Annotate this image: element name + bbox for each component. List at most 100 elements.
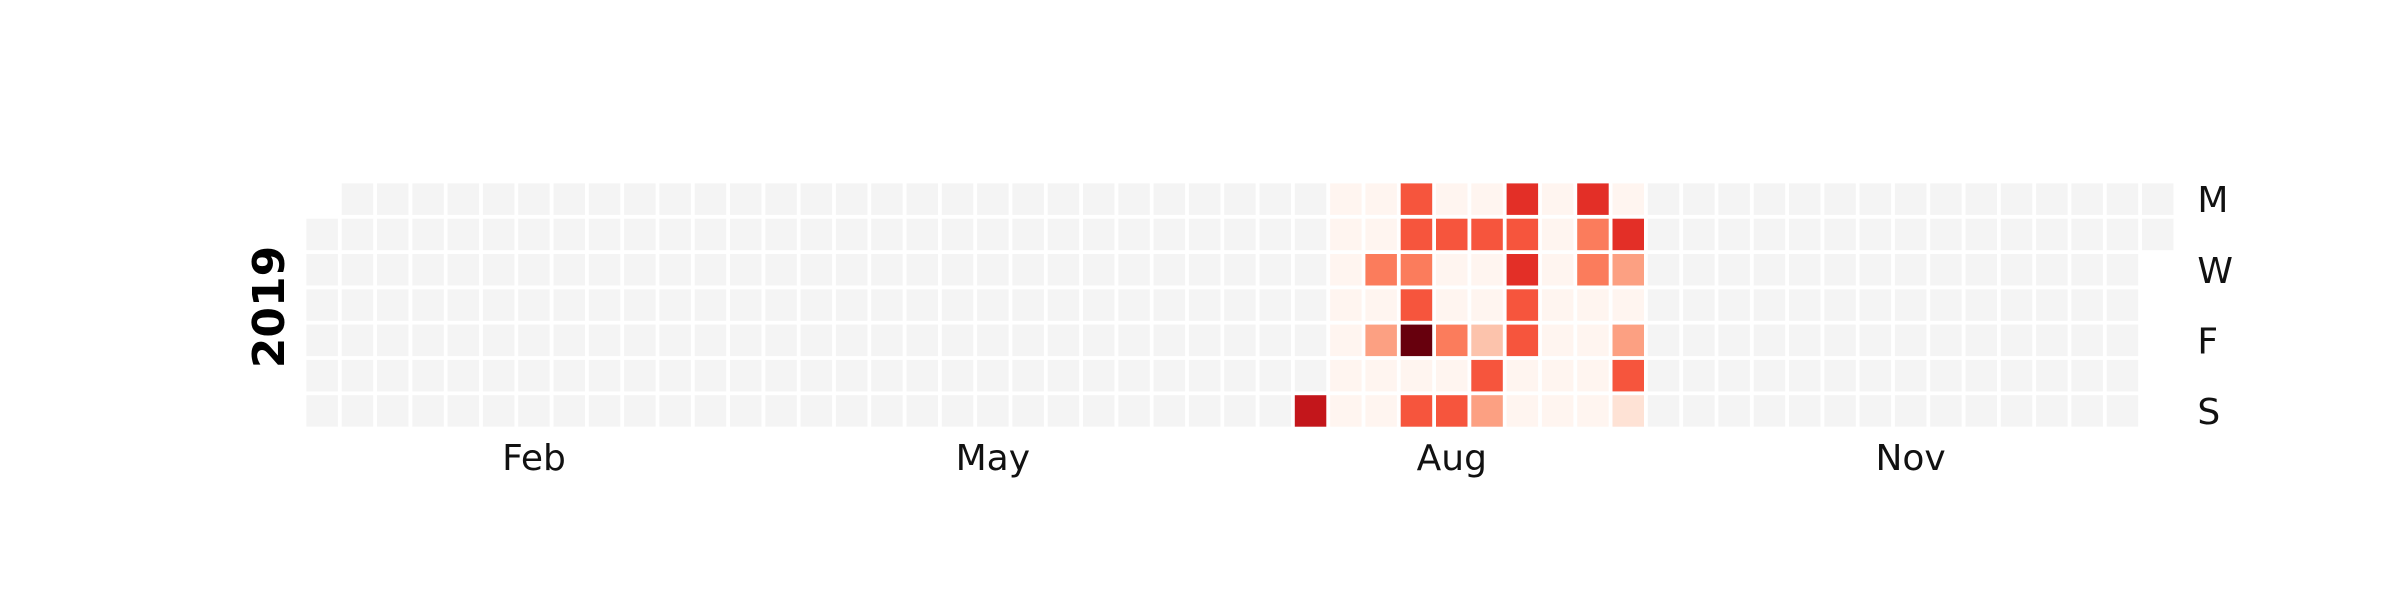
heatmap-cell (1224, 254, 1256, 286)
heatmap-cell (1894, 359, 1927, 392)
heatmap-cell-active (1541, 395, 1574, 427)
heatmap-cell (1294, 324, 1327, 357)
heatmap-cell (624, 218, 656, 251)
heatmap-cell (694, 359, 727, 392)
heatmap-cell (1047, 324, 1080, 357)
heatmap-cell (1294, 359, 1327, 392)
heatmap-cell (553, 395, 585, 427)
heatmap-cell (1824, 289, 1856, 321)
heatmap-cell (624, 289, 656, 321)
heatmap-cell-active (1400, 289, 1433, 321)
heatmap-cell-active (1506, 218, 1539, 251)
heatmap-cell (1294, 254, 1327, 286)
heatmap-cell (977, 254, 1009, 286)
heatmap-cell (1118, 254, 1150, 286)
heatmap-cell (871, 324, 903, 357)
heatmap-cell (1224, 289, 1256, 321)
heatmap-cell (624, 359, 656, 392)
month-label: Nov (1875, 438, 1945, 479)
heatmap-cell (2036, 218, 2068, 251)
heatmap-cell (341, 183, 374, 215)
heatmap-cell (2071, 254, 2103, 286)
heatmap-cell (2000, 289, 2033, 321)
heatmap-cell (2142, 218, 2174, 251)
heatmap-cell (1718, 289, 1750, 321)
heatmap-cell-active (1400, 218, 1433, 251)
heatmap-cell (835, 395, 868, 427)
heatmap-cell-active (1365, 324, 1397, 357)
heatmap-cell (659, 183, 691, 215)
heatmap-cell (1259, 395, 1291, 427)
heatmap-cell (1930, 183, 1962, 215)
heatmap-cell-active (1471, 289, 1503, 321)
heatmap-cell (730, 218, 762, 251)
heatmap-cell-active (1471, 254, 1503, 286)
heatmap-cell-active (1577, 183, 1609, 215)
heatmap-cell (1718, 324, 1750, 357)
heatmap-cell (977, 183, 1009, 215)
heatmap-cell (1930, 359, 1962, 392)
heatmap-cell (906, 359, 938, 392)
heatmap-cell (341, 218, 374, 251)
heatmap-cell (588, 289, 621, 321)
heatmap-cell (1824, 395, 1856, 427)
heatmap-cell-active (1436, 359, 1468, 392)
heatmap-cell (1188, 254, 1221, 286)
heatmap-cell (2071, 324, 2103, 357)
heatmap-cell (659, 324, 691, 357)
heatmap-cell (624, 324, 656, 357)
heatmap-cell (1965, 395, 1997, 427)
heatmap-cell-active (1471, 359, 1503, 392)
heatmap-cell (1683, 359, 1715, 392)
heatmap-cell (377, 183, 409, 215)
heatmap-cell (377, 254, 409, 286)
heatmap-cell (1965, 359, 1997, 392)
heatmap-cell (941, 289, 974, 321)
heatmap-cell (1789, 359, 1821, 392)
heatmap-cell (1012, 395, 1044, 427)
heatmap-cell-active (1471, 324, 1503, 357)
heatmap-cell-active (1612, 289, 1644, 321)
heatmap-cell (1153, 324, 1186, 357)
heatmap-cell (1894, 218, 1927, 251)
heatmap-cell (2036, 359, 2068, 392)
heatmap-cell (306, 218, 338, 251)
heatmap-cell (1647, 218, 1680, 251)
heatmap-cell (1188, 218, 1221, 251)
heatmap-cell-active (1436, 289, 1468, 321)
heatmap-cell (1683, 218, 1715, 251)
heatmap-cell (730, 395, 762, 427)
heatmap-cell (447, 254, 480, 286)
heatmap-cell (1047, 289, 1080, 321)
heatmap-cell (1083, 359, 1115, 392)
heatmap-cell (1894, 289, 1927, 321)
heatmap-cell (1224, 183, 1256, 215)
heatmap-cell (1083, 324, 1115, 357)
heatmap-cell-active (1577, 218, 1609, 251)
heatmap-cell (588, 254, 621, 286)
heatmap-cell (1965, 289, 1997, 321)
heatmap-cell-active (1577, 289, 1609, 321)
heatmap-cell-active (1506, 183, 1539, 215)
heatmap-cell (518, 254, 550, 286)
heatmap-cell (1930, 395, 1962, 427)
heatmap-cell (1224, 359, 1256, 392)
heatmap-cell (1824, 183, 1856, 215)
heatmap-cell (2036, 395, 2068, 427)
heatmap-cell (412, 324, 444, 357)
heatmap-cell (1118, 183, 1150, 215)
heatmap-cell (624, 183, 656, 215)
heatmap-cell (624, 395, 656, 427)
heatmap-cell-active (1400, 395, 1433, 427)
heatmap-cell (941, 324, 974, 357)
heatmap-cell (1012, 359, 1044, 392)
heatmap-cell (1294, 218, 1327, 251)
heatmap-cell (871, 359, 903, 392)
heatmap-cell (377, 289, 409, 321)
heatmap-cell (835, 183, 868, 215)
heatmap-cell (1153, 183, 1186, 215)
month-label: May (956, 438, 1030, 479)
heatmap-cell (2142, 183, 2174, 215)
heatmap-cell (1753, 395, 1786, 427)
